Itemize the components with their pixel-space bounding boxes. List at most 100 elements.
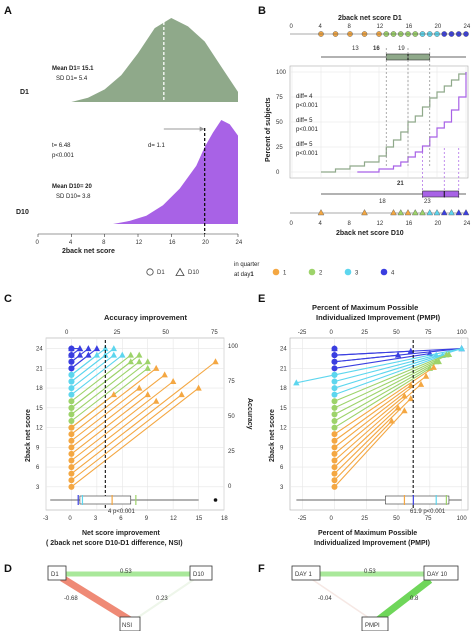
panel-e-title-1: Percent of Maximum Possible [312, 303, 418, 312]
c-d10-point [110, 391, 118, 398]
c-y-tick-label: 15 [36, 406, 43, 412]
edge-d1-d10-label: 0.53 [120, 569, 132, 575]
d1-q1-label: 13 [352, 46, 359, 52]
a-x-tick-label: 8 [102, 240, 106, 246]
e-d1-point [331, 385, 338, 392]
edge-day1-pmpi-label: -0.04 [318, 596, 332, 602]
d10-triangle [455, 209, 463, 216]
d10-triangle [433, 209, 441, 216]
e-subject-line [334, 354, 437, 383]
c-d1-point [68, 404, 75, 411]
panel-d: D D1 D10 NSI 0.53 -0.68 0.23 [4, 563, 213, 631]
e-d10-point [417, 380, 425, 387]
e-x-tick-label: 0 [330, 516, 334, 522]
d10-q3-label: 23 [424, 199, 431, 205]
c-d10-point [152, 397, 160, 404]
panel-b-top-label: 2back net score D1 [338, 15, 402, 22]
c-d1-point [68, 418, 75, 424]
c-d10-point [136, 358, 143, 365]
c-d10-point [76, 345, 84, 352]
c-x-tick-label: -3 [43, 516, 49, 522]
c-subject-line [71, 348, 98, 369]
e-subject-line [334, 354, 399, 363]
e-d1-point [331, 470, 338, 477]
e-y-tick-label: 3 [280, 485, 284, 491]
edge-d10-nsi [133, 577, 197, 621]
node-day1 [291, 565, 321, 581]
diff-2-text: diff= 5 [296, 118, 313, 124]
e-subject-line [334, 375, 427, 448]
e-subject-line [334, 352, 430, 369]
c-d10-point [93, 345, 101, 352]
e-subject-line [334, 348, 462, 389]
c-top-tick-label: 50 [162, 330, 169, 336]
t-stat-text: t= 6.48 [52, 143, 71, 149]
e-subject-line [334, 354, 450, 409]
c-right-tick-label: 75 [228, 379, 235, 385]
b-top-tick-label: 0 [290, 24, 294, 30]
e-x-tick-label: 100 [457, 516, 468, 522]
legend-d1-circle-icon [146, 268, 154, 276]
c-d1-point [68, 437, 75, 444]
c-d10-point [144, 358, 151, 365]
node-day10 [423, 565, 459, 581]
panel-e-letter: E [258, 293, 265, 305]
e-subject-line [334, 348, 462, 376]
e-subject-line [334, 383, 422, 461]
panel-e-x-label-2: Individualized Improvement (PMPI) [314, 540, 430, 547]
d10-triangle [440, 209, 448, 216]
e-d1-point [331, 457, 338, 464]
node-nsi-label: NSI [122, 623, 132, 629]
a-x-tick-label: 20 [202, 240, 209, 246]
edge-d1-nsi-label: -0.68 [64, 596, 78, 602]
panel-b-letter: B [258, 5, 266, 17]
panel-d-letter: D [4, 563, 12, 575]
sd-d1-text: SD D1= 5.4 [56, 76, 88, 82]
diff-2-p: p<0.001 [296, 127, 319, 133]
c-d1-point [68, 424, 75, 431]
panel-b-y-label: Percent of subjects [265, 97, 272, 162]
e-subject-line [334, 366, 434, 435]
c-d10-point [136, 351, 143, 358]
c-y-tick-label: 18 [36, 386, 43, 392]
panel-e: E Percent of Maximum Possible Individual… [258, 293, 469, 547]
edge-day10-pmpi [375, 577, 433, 623]
c-right-tick-label: 0 [228, 484, 232, 490]
b-y-tick-label: 50 [276, 120, 283, 126]
c-right-tick-label: 50 [228, 414, 235, 420]
difference-arrowhead [199, 126, 205, 132]
legend-quarter-3-label: 3 [355, 271, 359, 277]
c-d10-point [136, 384, 143, 391]
e-d1-point [331, 437, 338, 444]
legend-quarters: 1 2 3 4 [272, 268, 395, 277]
c-d1-point [68, 398, 75, 405]
c-d1-point [68, 358, 75, 365]
panel-f-letter: F [258, 563, 265, 575]
c-d1-point [68, 431, 75, 438]
c-d1-point [68, 345, 75, 352]
e-top-tick-label: 25 [361, 330, 368, 336]
c-x-tick-label: 6 [119, 516, 123, 522]
e-subject-line [334, 385, 412, 442]
c-subject-line [71, 381, 174, 461]
c-d1-point [68, 457, 75, 464]
panel-b-bottom-label: 2back net score D10 [336, 230, 404, 237]
e-d1-point [331, 477, 338, 484]
mean-d10-text: Mean D10= 20 [52, 184, 93, 190]
e-y-tick-label: 21 [280, 366, 287, 372]
legend-d10-triangle-icon [175, 267, 185, 276]
c-subject-line [71, 361, 149, 422]
c-d10-point [93, 351, 101, 358]
d10-triangle [419, 209, 426, 216]
c-subject-line [71, 394, 149, 455]
node-d10 [189, 565, 213, 581]
e-subject-line [334, 354, 443, 396]
e-d1-point [331, 352, 338, 359]
panel-e-subject-lines [293, 345, 465, 490]
e-subject-line [334, 410, 405, 488]
d10-triangle [462, 209, 470, 216]
e-subject-line [334, 395, 405, 455]
panel-c-letter: C [4, 293, 12, 305]
e-d1-point [331, 378, 338, 385]
